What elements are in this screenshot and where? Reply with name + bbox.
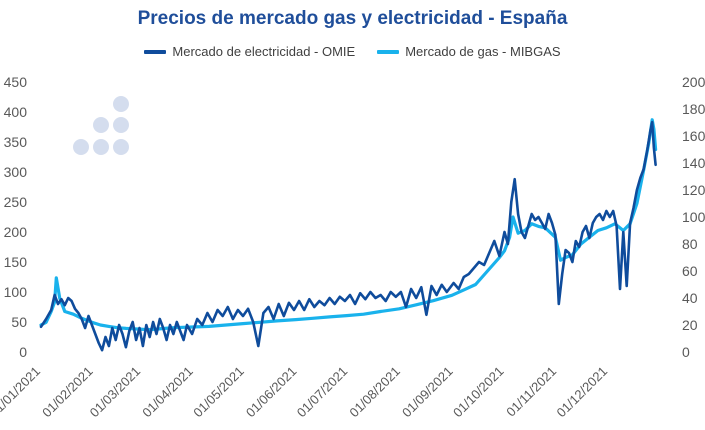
watermark-dot-5 [113, 139, 129, 155]
x-tick-label: 01/02/2021 [39, 364, 96, 421]
x-tick-label: 01/01/2021 [0, 364, 43, 421]
legend-item-gas: Mercado de gas - MIBGAS [377, 44, 561, 59]
x-tick-label: 01/05/2021 [190, 364, 247, 421]
watermark-dot-4 [93, 139, 109, 155]
y-right-tick-label: 0 [682, 344, 690, 360]
series-line-electricity [39, 120, 657, 352]
x-tick-label: 01/08/2021 [346, 364, 403, 421]
legend-item-electricity: Mercado de electricidad - OMIE [144, 44, 355, 59]
y-left-tick-label: 100 [4, 284, 28, 300]
y-right-tick-label: 160 [682, 128, 705, 144]
y-left-tick-label: 50 [11, 314, 27, 330]
x-tick-label: 01/07/2021 [294, 364, 351, 421]
legend-swatch-electricity [144, 49, 167, 54]
y-right-tick-label: 60 [682, 263, 698, 279]
x-tick-label: 01/10/2021 [450, 364, 507, 421]
legend-label-electricity: Mercado de electricidad - OMIE [172, 44, 356, 59]
y-left-tick-label: 450 [4, 74, 28, 90]
y-right-tick-label: 140 [682, 155, 705, 171]
y-left-tick-label: 200 [4, 224, 28, 240]
y-right-tick-label: 120 [682, 182, 705, 198]
chart-title: Precios de mercado gas y electricidad - … [137, 8, 568, 29]
watermark-dot-1 [93, 117, 109, 133]
y-right-tick-label: 180 [682, 101, 705, 117]
y-left-tick-label: 0 [19, 344, 27, 360]
y-right-tick-label: 40 [682, 290, 698, 306]
y-right-tick-label: 20 [682, 317, 698, 333]
watermark-dot-3 [73, 139, 89, 155]
watermark-dot-2 [113, 117, 129, 133]
x-tick-label: 01/04/2021 [139, 364, 196, 421]
legend-swatch-gas [377, 49, 400, 54]
y-left-tick-label: 400 [4, 104, 28, 120]
y-left-tick-label: 150 [4, 254, 28, 270]
y-right-tick-label: 80 [682, 236, 698, 252]
x-tick-label: 01/03/2021 [87, 364, 144, 421]
x-tick-label: 01/09/2021 [399, 364, 456, 421]
series-line-gas [39, 118, 658, 332]
legend-label-gas: Mercado de gas - MIBGAS [405, 44, 561, 59]
x-tick-label: 01/11/2021 [503, 364, 559, 420]
chart-legend: Mercado de electricidad - OMIE Mercado d… [0, 44, 705, 59]
y-left-tick-label: 300 [4, 164, 28, 180]
y-left-tick-label: 250 [4, 194, 28, 210]
x-tick-label: 01/12/2021 [554, 364, 611, 421]
y-left-tick-label: 350 [4, 134, 28, 150]
y-right-tick-label: 100 [682, 209, 705, 225]
y-right-tick-label: 200 [682, 74, 705, 90]
x-tick-label: 01/06/2021 [243, 364, 300, 421]
watermark-dot-0 [113, 96, 129, 112]
